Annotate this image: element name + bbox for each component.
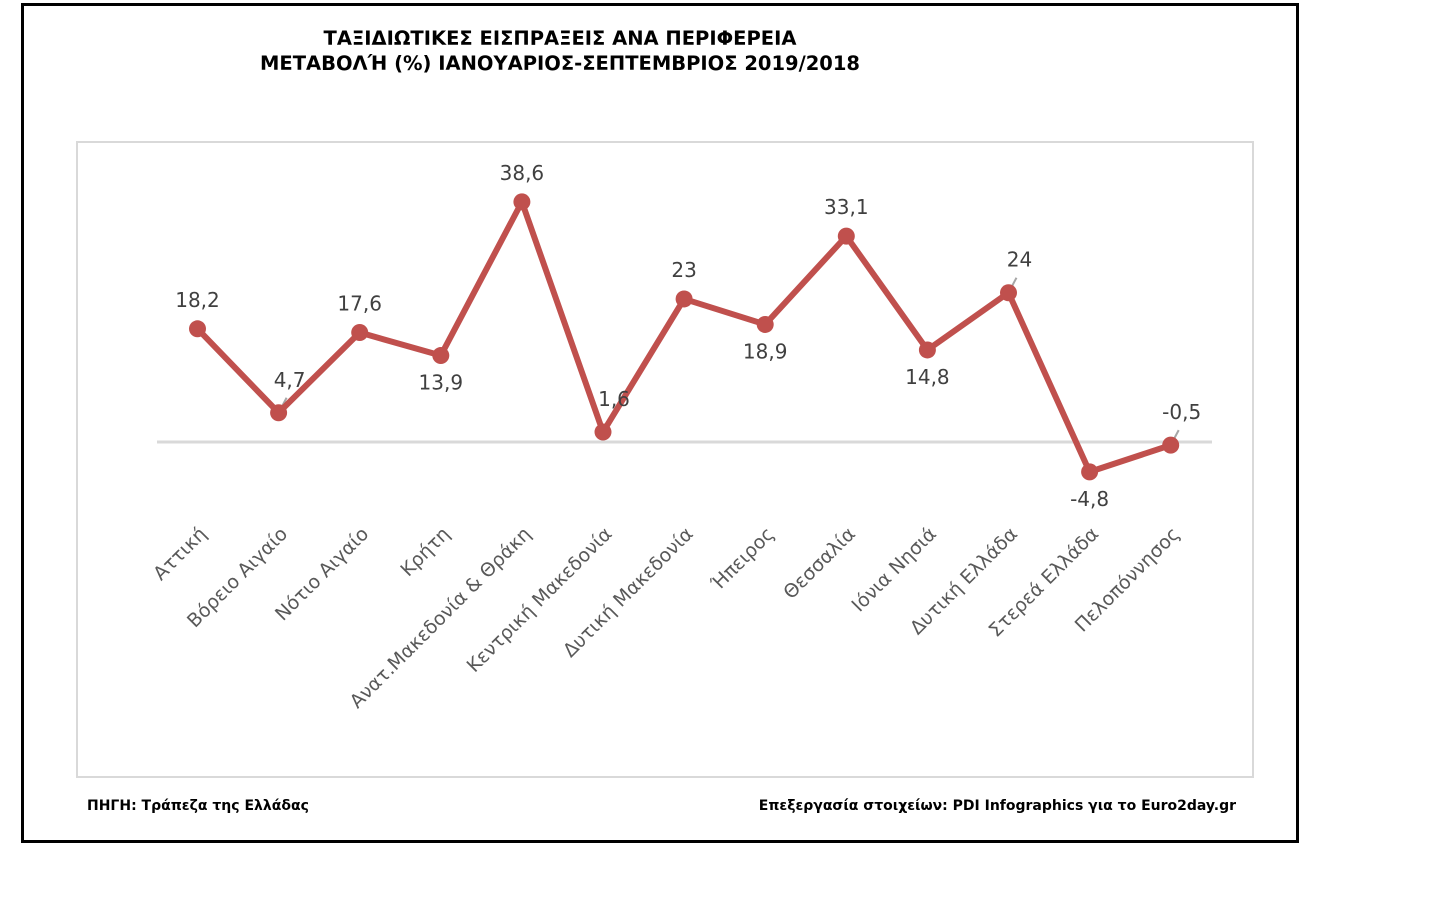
infographic-frame <box>21 3 1299 843</box>
data-label: 17,6 <box>337 292 382 316</box>
data-label: 13,9 <box>419 371 464 395</box>
data-point <box>513 193 531 211</box>
data-point <box>594 423 612 441</box>
credit-note: Επεξεργασία στοιχείων: PDI Infographics … <box>758 798 1236 814</box>
data-labels: 18,2 4,7 17,6 13,9 38,6 1,6 23 18,9 33,1 14,8 24 -4… <box>175 161 1201 511</box>
data-label: 23 <box>671 258 696 282</box>
data-point <box>837 227 855 245</box>
data-point <box>432 347 450 365</box>
data-label: 33,1 <box>824 195 869 219</box>
leader-lines <box>277 277 1180 446</box>
data-label: 4,7 <box>274 368 306 392</box>
x-tick-label: Αττική <box>149 523 211 585</box>
data-points <box>189 193 1180 481</box>
chart-title: ΤΑΞΙΔΙΩΤΙΚΕΣ ΕΙΣΠΡΑΞΕΙΣ ΑΝΑ ΠΕΡΙΦΕΡΕΙΑ <box>323 27 797 50</box>
series-line <box>195 198 1172 475</box>
data-point <box>189 320 206 338</box>
data-label: 38,6 <box>500 161 545 185</box>
data-point <box>756 315 774 333</box>
data-label: 24 <box>1007 248 1032 272</box>
data-label: -4,8 <box>1070 487 1109 511</box>
data-label: -0,5 <box>1162 400 1201 424</box>
data-point <box>918 341 936 359</box>
data-label: 14,8 <box>905 365 950 389</box>
data-point <box>270 404 288 422</box>
x-tick-label: Κεντρική Μακεδονία <box>463 523 617 677</box>
plot-area <box>76 141 1254 778</box>
x-tick-label: Κρήτη <box>396 523 454 581</box>
data-point <box>675 290 693 308</box>
x-tick-label: Ήπειρος <box>706 523 779 596</box>
chart-subtitle: ΜΕΤΑΒΟΛΉ (%) ΙΑΝΟΥΑΡΙΟΣ-ΣΕΠΤΕΜΒΡΙΟΣ 2019… <box>259 52 860 75</box>
data-point <box>1000 284 1017 302</box>
x-tick-label: Θεσσαλία <box>779 523 860 604</box>
data-label: 18,9 <box>743 339 788 363</box>
data-point <box>1162 436 1180 454</box>
data-label: 1,6 <box>598 387 630 411</box>
data-point <box>351 324 369 342</box>
data-label: 18,2 <box>175 288 220 312</box>
source-note: ΠΗΓΗ: Τράπεζα της Ελλάδας <box>87 798 309 814</box>
data-point <box>1081 463 1099 481</box>
